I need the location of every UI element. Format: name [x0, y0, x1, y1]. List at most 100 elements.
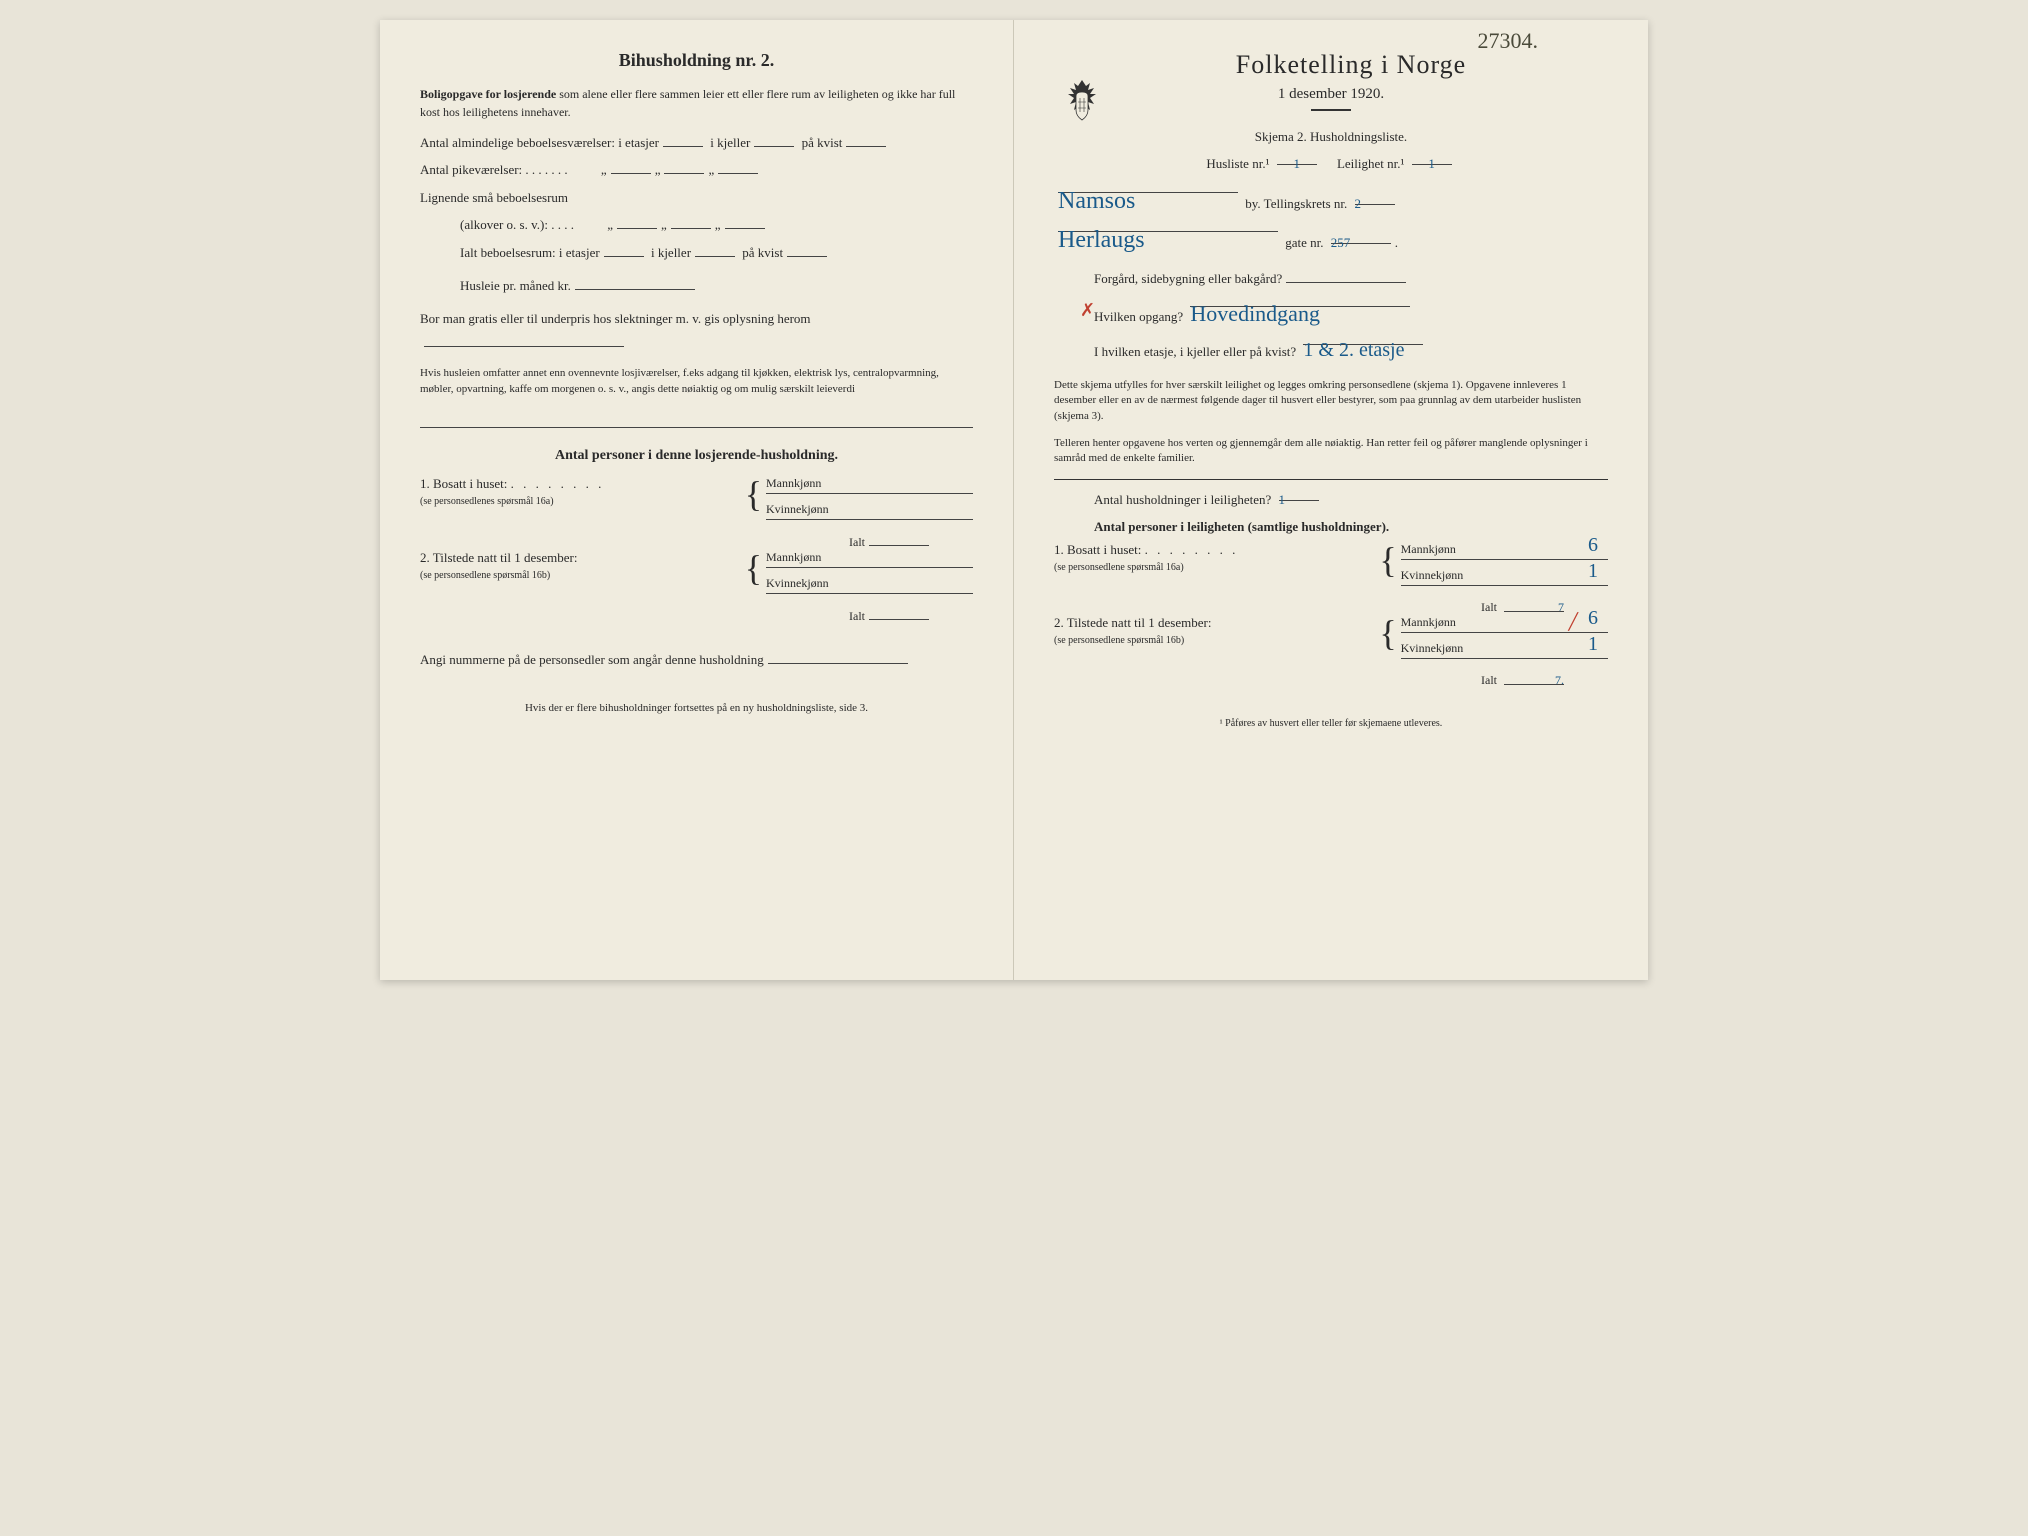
left-tilstede-row: 2. Tilstede natt til 1 desember: (se per… [420, 550, 973, 602]
row-alkover: (alkover o. s. v.): . . . . „„„ [460, 213, 973, 236]
document-spread: Bihusholdning nr. 2. Boligopgave for los… [380, 20, 1648, 980]
label: Antal husholdninger i leiligheten? [1094, 492, 1271, 507]
label-kvist: på kvist [802, 135, 843, 150]
right-tilstede-row: 2. Tilstede natt til 1 desember: (se per… [1054, 615, 1608, 667]
left-bosatt-ialt: Ialt [420, 534, 973, 550]
divider [1054, 479, 1608, 480]
leilighet-label: Leilighet nr.¹ [1337, 156, 1404, 171]
gate-val: Herlaugs [1058, 227, 1145, 253]
label: I hvilken etasje, i kjeller eller på kvi… [1094, 344, 1296, 359]
tilstede-ialt-val: 7. [1555, 673, 1564, 687]
row-angi: Angi nummerne på de personsedler som ang… [420, 648, 973, 671]
brace-icon: { [1375, 615, 1400, 651]
leilighet-val: 1 [1428, 156, 1435, 171]
label: Angi nummerne på de personsedler som ang… [420, 652, 764, 667]
row-lignende: Lignende små beboelsesrum [420, 186, 973, 209]
bosatt-ialt-val: 7 [1558, 600, 1564, 614]
etasje-val: 1 & 2. etasje [1303, 339, 1404, 361]
husliste-label: Husliste nr.¹ [1206, 156, 1269, 171]
mann-label: Mannkjønn [766, 476, 821, 490]
brace-icon: { [1375, 542, 1400, 578]
label: (alkover o. s. v.): [460, 217, 548, 232]
coat-of-arms-icon [1062, 78, 1102, 128]
row-husleie: Husleie pr. måned kr. [460, 274, 973, 297]
section-title-left: Antal personer i denne losjerende-hushol… [420, 448, 973, 464]
sub: (se personsedlene spørsmål 16a) [1054, 562, 1184, 573]
label: Bor man gratis eller til underpris hos s… [420, 311, 811, 326]
x-mark-icon: ✗ [1080, 294, 1095, 326]
by-label: by. Tellingskrets nr. [1245, 196, 1347, 211]
antal-hush-line: Antal husholdninger i leiligheten? 1 [1094, 488, 1608, 511]
opgang-val: Hovedindgang [1190, 301, 1320, 326]
tilstede-m-val: 6 [1588, 607, 1598, 630]
opgang-line: ✗ Hvilken opgang? Hovedindgang [1094, 294, 1608, 328]
left-bosatt-row: 1. Bosatt i huset: (se personsedlenes sp… [420, 476, 973, 528]
intro-text: Boligopgave for losjerende som alene ell… [420, 85, 973, 121]
label: Forgård, sidebygning eller bakgård? [1094, 271, 1282, 286]
handwritten-ref: 27304. [1478, 28, 1539, 54]
main-title: Folketelling i Norge [1094, 50, 1608, 80]
instructions2: Telleren henter opgavene hos verten og g… [1054, 436, 1608, 467]
ialt-label: Ialt [1481, 600, 1497, 614]
label: 2. Tilstede natt til 1 desember: [420, 550, 577, 565]
bosatt-k-val: 1 [1588, 560, 1598, 583]
kvinne-label: Kvinnekjønn [1401, 641, 1464, 655]
gate-line: Herlaugs gate nr. 257. [1054, 219, 1608, 254]
ialt-label: Ialt [849, 535, 865, 549]
label: 2. Tilstede natt til 1 desember: [1054, 615, 1211, 630]
hvis-husleien: Hvis husleien omfatter annet enn ovennev… [420, 366, 973, 397]
row-almindelige: Antal almindelige beboelsesværelser: i e… [420, 131, 973, 154]
mann-label: Mannkjønn [1401, 615, 1456, 629]
right-page: 27304. Folketelling i Norge 1 desember 1… [1014, 20, 1648, 980]
label: 1. Bosatt i huset: [420, 476, 507, 491]
sub: (se personsedlenes spørsmål 16a) [420, 496, 554, 507]
tilstede-k-val: 1 [1588, 633, 1598, 656]
label: Ialt beboelsesrum: i etasjer [460, 245, 600, 260]
sub: (se personsedlene spørsmål 16b) [420, 570, 550, 581]
label: Antal pikeværelser: [420, 162, 522, 177]
kvinne-label: Kvinnekjønn [1401, 568, 1464, 582]
sub: (se personsedlene spørsmål 16b) [1054, 635, 1184, 646]
instructions: Dette skjema utfylles for hver særskilt … [1054, 378, 1608, 424]
label: Husleie pr. måned kr. [460, 278, 571, 293]
left-heading: Bihusholdning nr. 2. [420, 50, 973, 71]
subtitle: 1 desember 1920. [1054, 86, 1608, 103]
mann-label: Mannkjønn [766, 550, 821, 564]
kvinne-label: Kvinnekjønn [766, 502, 829, 516]
intro-bold: Boligopgave for losjerende [420, 87, 556, 101]
antal-pers-line: Antal personer i leiligheten (samtlige h… [1094, 515, 1608, 538]
right-bosatt-ialt: Ialt 7 ╱ [1054, 600, 1608, 615]
row-gratis: Bor man gratis eller til underpris hos s… [420, 307, 973, 354]
krets-val: 2 [1355, 196, 1362, 211]
hvis-flere: Hvis der er flere bihusholdninger fortse… [420, 701, 973, 716]
husliste-val: 1 [1293, 156, 1300, 171]
mann-label: Mannkjønn [1401, 542, 1456, 556]
bosatt-m-val: 6 [1588, 534, 1598, 557]
skjema-line: Skjema 2. Husholdningsliste. [1054, 125, 1608, 148]
right-tilstede-ialt: Ialt 7. [1054, 673, 1608, 688]
label: Lignende små beboelsesrum [420, 190, 568, 205]
husliste-line: Husliste nr.¹ 1 Leilighet nr.¹ 1 [1054, 152, 1608, 175]
footnote: ¹ Påføres av husvert eller teller før sk… [1054, 718, 1608, 729]
by-val: Namsos [1058, 188, 1135, 214]
row-ialt-rum: Ialt beboelsesrum: i etasjer i kjeller p… [460, 241, 973, 264]
gate-label: gate nr. [1285, 235, 1323, 250]
ialt-label: Ialt [849, 609, 865, 623]
by-line: Namsos by. Tellingskrets nr. 2 [1054, 180, 1608, 215]
title-rule [1311, 109, 1351, 111]
left-page: Bihusholdning nr. 2. Boligopgave for los… [380, 20, 1014, 980]
label: Antal almindelige beboelsesværelser: i e… [420, 135, 659, 150]
label-kvist2: på kvist [742, 245, 783, 260]
label: Hvilken opgang? [1094, 309, 1183, 324]
brace-icon: { [741, 550, 766, 586]
row-pike: Antal pikeværelser: . . . . . . . „„„ [420, 158, 973, 181]
kvinne-label: Kvinnekjønn [766, 576, 829, 590]
label-kjeller: i kjeller [710, 135, 750, 150]
label-kjeller2: i kjeller [651, 245, 691, 260]
ialt-label: Ialt [1481, 673, 1497, 687]
left-tilstede-ialt: Ialt [420, 608, 973, 624]
right-bosatt-row: 1. Bosatt i huset: (se personsedlene spø… [1054, 542, 1608, 594]
label: 1. Bosatt i huset: [1054, 542, 1141, 557]
etasje-line: I hvilken etasje, i kjeller eller på kvi… [1094, 332, 1608, 363]
forgard-line: Forgård, sidebygning eller bakgård? [1094, 267, 1608, 290]
